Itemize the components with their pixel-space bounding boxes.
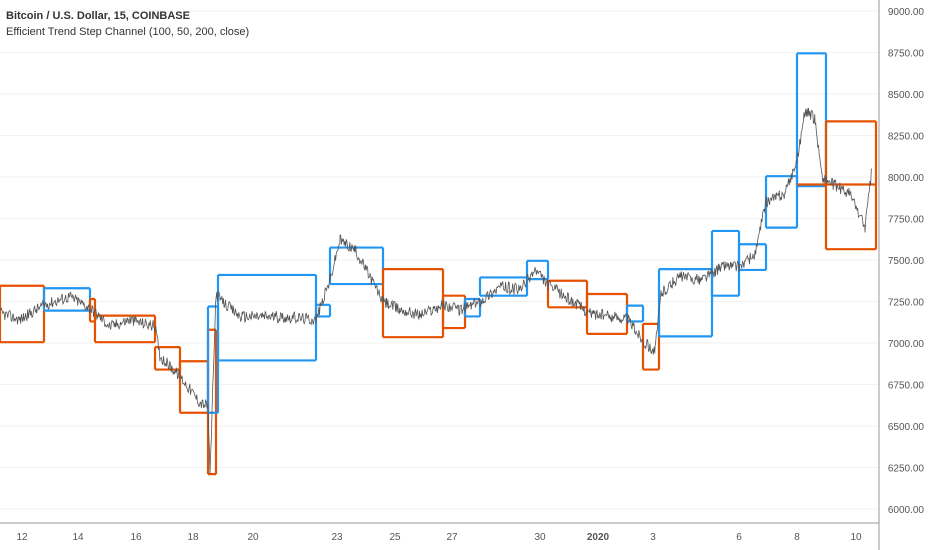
- price-series-line: [0, 107, 873, 475]
- channel-step-orange: [178, 360, 210, 414]
- x-tick-label: 2020: [587, 532, 610, 543]
- channel-step-blue: [478, 276, 529, 297]
- x-tick-label: 6: [736, 532, 742, 543]
- channel-step-blue: [314, 303, 332, 318]
- x-axis-ticks: 12 14 16 18 20 23 25 27 30 2020 3 6 8 10: [16, 532, 862, 543]
- y-tick-label: 6500.00: [888, 422, 925, 433]
- symbol-title: Bitcoin / U.S. Dollar, 15, COINBASE: [6, 10, 190, 22]
- x-tick-label: 10: [850, 532, 862, 543]
- channel-step-orange: [381, 268, 445, 339]
- x-tick-label: 12: [16, 532, 28, 543]
- channel-step-orange: [0, 284, 46, 344]
- x-tick-label: 16: [130, 532, 142, 543]
- x-tick-label: 8: [794, 532, 800, 543]
- channel-step-blue: [764, 175, 799, 229]
- x-tick-label: 27: [446, 532, 458, 543]
- x-tick-label: 18: [187, 532, 199, 543]
- channel-step-orange: [93, 314, 157, 344]
- channel-step-orange: [824, 120, 878, 251]
- channel-step-blue: [795, 52, 828, 188]
- channel-step-blue: [328, 246, 385, 286]
- x-tick-label: 3: [650, 532, 656, 543]
- grid-lines: [0, 10, 879, 510]
- y-tick-label: 8500.00: [888, 90, 925, 101]
- y-tick-label: 9000.00: [888, 7, 925, 18]
- channel-steps: [0, 52, 878, 476]
- y-tick-label: 7000.00: [888, 339, 925, 350]
- y-tick-label: 6000.00: [888, 505, 925, 516]
- y-tick-label: 8250.00: [888, 132, 925, 143]
- channel-step-orange: [441, 294, 467, 330]
- x-tick-label: 30: [534, 532, 546, 543]
- channel-step-blue: [216, 273, 318, 362]
- channel-step-orange: [546, 279, 589, 309]
- channel-step-blue: [525, 259, 550, 281]
- channel-step-orange: [206, 328, 218, 476]
- y-tick-label: 8750.00: [888, 49, 925, 60]
- channel-step-blue: [42, 287, 92, 312]
- channel-step-blue: [737, 243, 768, 272]
- channel-step-orange: [88, 297, 97, 323]
- y-tick-label: 6250.00: [888, 464, 925, 475]
- y-tick-label: 8000.00: [888, 173, 925, 184]
- channel-step-blue: [625, 304, 645, 323]
- chart-legend: Bitcoin / U.S. Dollar, 15, COINBASE Effi…: [6, 8, 249, 40]
- channel-step-blue: [657, 268, 714, 338]
- y-tick-label: 7750.00: [888, 215, 925, 226]
- indicator-title: Efficient Trend Step Channel (100, 50, 2…: [6, 26, 250, 38]
- y-tick-label: 7250.00: [888, 298, 925, 309]
- y-tick-label: 7500.00: [888, 256, 925, 267]
- channel-step-blue: [463, 297, 482, 318]
- channel-step-blue: [710, 229, 741, 297]
- x-tick-label: 20: [247, 532, 259, 543]
- y-axis-ticks: 6000.00 6250.00 6500.00 6750.00 7000.00 7250.…: [888, 7, 925, 516]
- x-tick-label: 14: [72, 532, 84, 543]
- channel-step-blue: [206, 305, 220, 414]
- channel-step-orange: [641, 322, 661, 371]
- y-tick-label: 6750.00: [888, 381, 925, 392]
- x-tick-label: 25: [389, 532, 401, 543]
- channel-step-orange: [153, 346, 182, 371]
- x-tick-label: 23: [331, 532, 343, 543]
- channel-step-orange: [585, 292, 629, 335]
